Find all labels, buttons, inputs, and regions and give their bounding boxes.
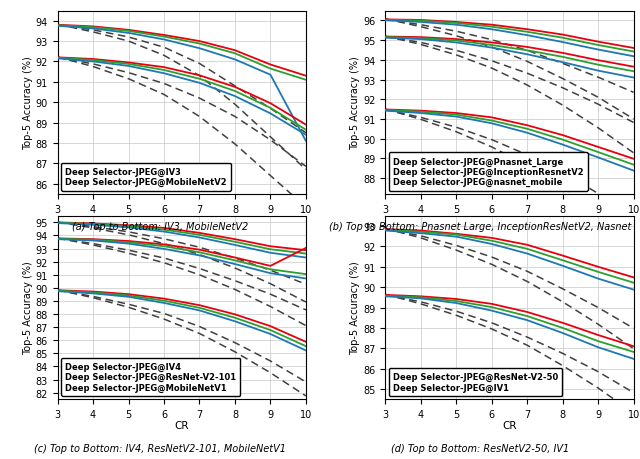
Y-axis label: Top-5 Accuracy (%): Top-5 Accuracy (%) xyxy=(23,261,33,355)
Text: (b) Top to Bottom: Pnasnet Large, InceptionResNetV2, Nasnet: (b) Top to Bottom: Pnasnet Large, Incept… xyxy=(329,222,631,232)
Legend: Deep Selector-JPEG@ResNet-V2-50, Deep Selector-JPEG@IV1: Deep Selector-JPEG@ResNet-V2-50, Deep Se… xyxy=(388,368,563,396)
Legend: Deep Selector-JPEG@Pnasnet_Large, Deep Selector-JPEG@InceptionResnetV2, Deep Sel: Deep Selector-JPEG@Pnasnet_Large, Deep S… xyxy=(388,153,588,191)
Text: (a) Top to Bottom: IV3, MobileNetV2: (a) Top to Bottom: IV3, MobileNetV2 xyxy=(72,222,248,232)
Legend: Deep Selector-JPEG@IV4, Deep Selector-JPEG@ResNet-V2-101, Deep Selector-JPEG@Mob: Deep Selector-JPEG@IV4, Deep Selector-JP… xyxy=(61,358,241,396)
Y-axis label: Top-5 Accuracy (%): Top-5 Accuracy (%) xyxy=(351,56,360,150)
X-axis label: CR: CR xyxy=(175,215,189,225)
Text: (c) Top to Bottom: IV4, ResNetV2-101, MobileNetV1: (c) Top to Bottom: IV4, ResNetV2-101, Mo… xyxy=(34,443,286,453)
X-axis label: CR: CR xyxy=(175,420,189,431)
X-axis label: CR: CR xyxy=(502,420,516,431)
Legend: Deep Selector-JPEG@IV3, Deep Selector-JPEG@MobileNetV2: Deep Selector-JPEG@IV3, Deep Selector-JP… xyxy=(61,163,231,191)
Y-axis label: Top-5 Accuracy (%): Top-5 Accuracy (%) xyxy=(351,261,360,355)
X-axis label: CR: CR xyxy=(502,215,516,225)
Text: (d) Top to Bottom: ResNetV2-50, IV1: (d) Top to Bottom: ResNetV2-50, IV1 xyxy=(391,443,569,453)
Y-axis label: Top-5 Accuracy (%): Top-5 Accuracy (%) xyxy=(23,56,33,150)
